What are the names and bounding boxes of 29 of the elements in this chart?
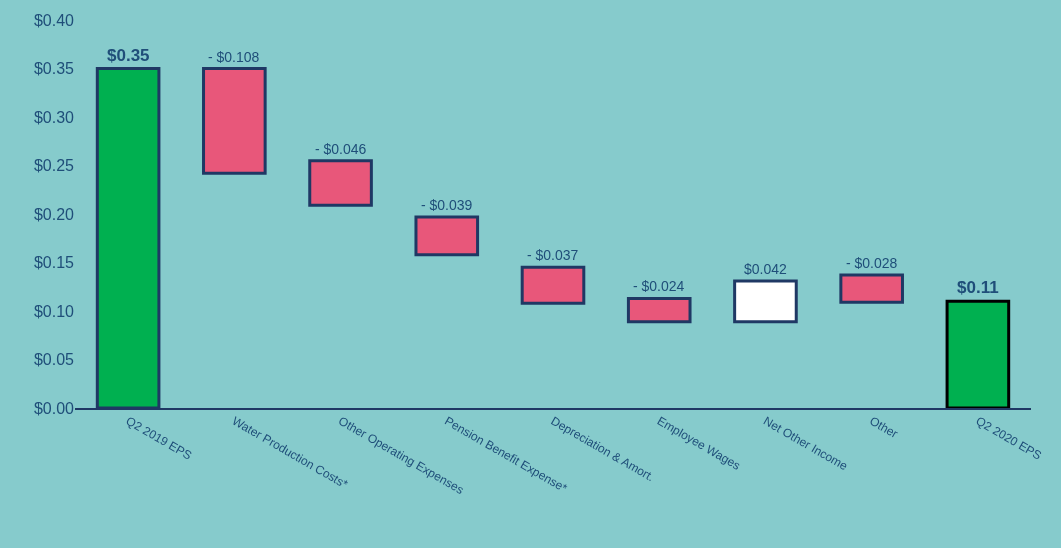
data-label: - $0.028 xyxy=(846,255,898,271)
data-label: $0.35 xyxy=(107,46,150,65)
bar xyxy=(945,299,1011,408)
x-tick-label: Other xyxy=(867,413,901,441)
data-label: - $0.039 xyxy=(421,197,473,213)
bar xyxy=(520,265,586,305)
y-tick-label: $0.05 xyxy=(33,351,75,369)
y-tick-label: $0.40 xyxy=(33,11,75,29)
y-tick-label: $0.35 xyxy=(33,60,75,78)
x-tick-label: Q2 2020 EPS xyxy=(973,413,1044,463)
bar xyxy=(839,273,904,304)
y-tick-label: $0.30 xyxy=(33,108,75,126)
data-label: - $0.108 xyxy=(208,49,260,65)
bar xyxy=(733,279,798,324)
bar xyxy=(414,215,480,257)
bar xyxy=(626,296,692,324)
data-label: - $0.037 xyxy=(527,247,579,263)
y-tick-label: $0.15 xyxy=(33,254,75,272)
x-tick-label: Q2 2019 EPS xyxy=(123,413,195,463)
bar xyxy=(202,67,267,175)
y-tick-label: $0.25 xyxy=(33,157,75,175)
bar xyxy=(308,159,373,207)
data-label: - $0.024 xyxy=(633,278,685,294)
y-tick-label: $0.10 xyxy=(33,302,75,320)
data-label: $0.042 xyxy=(744,261,788,277)
y-tick-label: $0.20 xyxy=(33,205,75,223)
y-tick-label: $0.00 xyxy=(33,399,75,417)
data-label: - $0.046 xyxy=(315,141,367,157)
data-label: $0.11 xyxy=(957,278,999,297)
